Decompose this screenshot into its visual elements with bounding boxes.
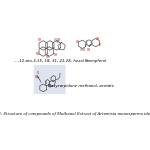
Text: Dasycarpidone methanol, acetate: Dasycarpidone methanol, acetate (48, 84, 114, 88)
Text: OH: OH (87, 48, 91, 52)
Text: CH₃: CH₃ (56, 40, 61, 44)
Text: N: N (44, 81, 46, 85)
Text: HO: HO (76, 40, 80, 44)
Text: CH₃: CH₃ (54, 38, 58, 42)
Text: Figure 4: Structure of compounds of Methanol Extract of Artemisia monosperma ide: Figure 4: Structure of compounds of Meth… (0, 112, 150, 116)
Text: OH: OH (96, 37, 100, 41)
Text: Kaempferol: Kaempferol (85, 59, 107, 63)
Text: O: O (37, 71, 39, 75)
Text: HO: HO (36, 52, 40, 56)
Text: O: O (35, 75, 37, 79)
Text: OH: OH (46, 55, 50, 59)
Text: CH₃: CH₃ (79, 48, 84, 52)
Text: OH: OH (38, 38, 42, 42)
Text: O: O (83, 48, 85, 52)
Text: OH: OH (54, 53, 58, 57)
Text: N: N (49, 84, 51, 88)
FancyBboxPatch shape (34, 65, 66, 94)
Text: O: O (99, 43, 101, 47)
Text: OH: OH (57, 38, 61, 42)
Text: ...-12-aro-3,15, 18, 31, 21,28- hexol: ...-12-aro-3,15, 18, 31, 21,28- hexol (14, 59, 84, 63)
